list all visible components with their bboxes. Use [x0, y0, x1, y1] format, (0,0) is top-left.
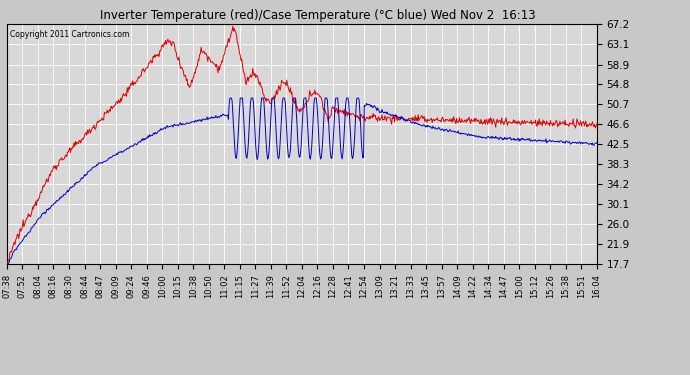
Text: Copyright 2011 Cartronics.com: Copyright 2011 Cartronics.com [10, 30, 129, 39]
Text: Inverter Temperature (red)/Case Temperature (°C blue) Wed Nov 2  16:13: Inverter Temperature (red)/Case Temperat… [99, 9, 535, 22]
